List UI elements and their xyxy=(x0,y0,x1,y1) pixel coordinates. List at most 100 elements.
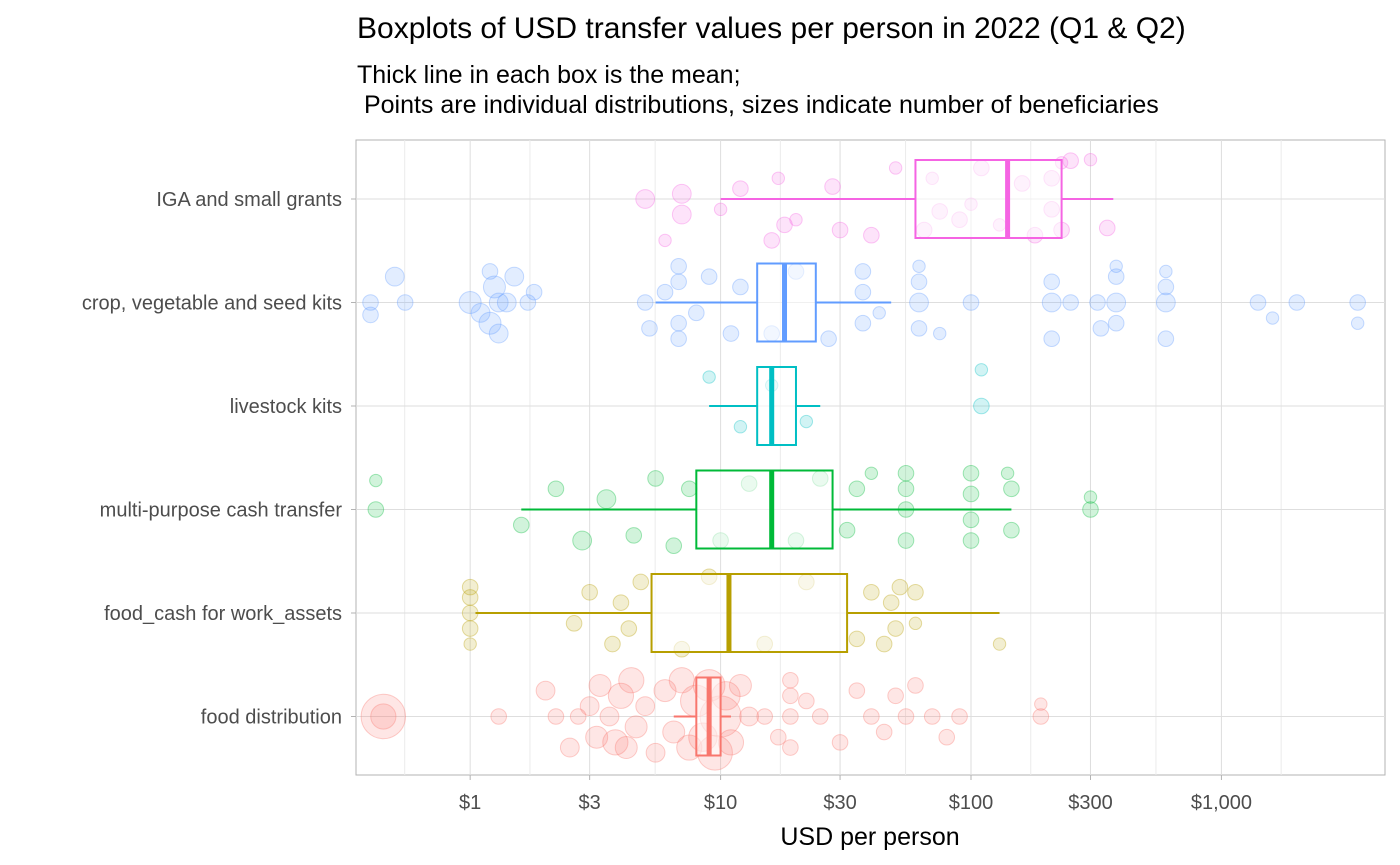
data-point xyxy=(908,616,923,631)
data-point xyxy=(722,325,740,342)
data-point xyxy=(1107,314,1125,332)
data-point xyxy=(700,268,718,285)
data-point xyxy=(875,635,893,653)
data-point xyxy=(1032,708,1050,725)
data-point xyxy=(728,673,752,697)
data-point xyxy=(681,480,698,498)
data-point xyxy=(604,635,621,653)
data-point xyxy=(384,266,405,287)
data-point xyxy=(782,671,799,689)
data-point xyxy=(1083,152,1098,167)
data-point xyxy=(973,397,990,415)
data-point xyxy=(535,680,556,701)
data-point xyxy=(671,183,692,204)
data-point xyxy=(854,283,872,301)
data-point xyxy=(875,723,893,741)
data-point xyxy=(882,594,900,611)
data-point xyxy=(1003,480,1020,498)
data-point xyxy=(547,480,565,498)
category-label: crop, vegetable and seed kits xyxy=(82,293,342,315)
data-point xyxy=(596,489,617,510)
data-point xyxy=(370,703,397,730)
data-point xyxy=(798,692,815,710)
data-point xyxy=(559,737,580,758)
data-point xyxy=(1043,330,1060,348)
data-point xyxy=(1106,292,1127,313)
category-label: multi-purpose cash transfer xyxy=(100,500,343,522)
data-point xyxy=(569,708,587,725)
x-tick-label: $3 xyxy=(579,792,601,814)
data-point xyxy=(670,330,687,348)
data-point xyxy=(635,189,656,209)
x-tick-label: $1,000 xyxy=(1191,792,1252,814)
x-tick-label: $10 xyxy=(704,792,737,814)
data-point xyxy=(461,589,479,606)
data-point xyxy=(872,306,886,320)
x-tick-label: $300 xyxy=(1068,792,1113,814)
data-point xyxy=(470,302,491,323)
data-point xyxy=(854,263,872,280)
box-iqr xyxy=(914,159,1063,239)
data-point xyxy=(662,720,686,744)
data-point xyxy=(897,532,915,549)
data-point xyxy=(897,708,915,725)
data-point xyxy=(620,620,638,637)
category-label: livestock kits xyxy=(230,396,342,418)
data-point xyxy=(854,314,872,332)
data-point xyxy=(1034,697,1048,711)
data-point xyxy=(769,728,787,746)
data-point xyxy=(838,521,856,539)
data-point xyxy=(481,263,499,280)
data-point xyxy=(602,729,629,756)
data-point xyxy=(763,232,781,249)
data-point xyxy=(656,283,674,301)
data-point xyxy=(647,470,664,487)
data-point xyxy=(632,573,650,591)
data-point xyxy=(668,667,695,694)
box-iqr xyxy=(756,366,797,446)
data-point xyxy=(909,292,929,313)
data-point xyxy=(658,233,672,248)
data-point xyxy=(962,464,980,482)
data-point xyxy=(733,420,748,434)
data-point xyxy=(732,278,749,296)
data-point xyxy=(547,708,565,725)
grid-layer xyxy=(355,139,1386,776)
data-point xyxy=(635,696,656,717)
data-point xyxy=(671,204,692,225)
data-point xyxy=(461,620,479,637)
data-point xyxy=(362,294,379,311)
data-point xyxy=(618,667,645,694)
data-point xyxy=(702,370,716,384)
data-point xyxy=(1062,294,1079,311)
data-point xyxy=(490,708,508,725)
chart-subtitle: Thick line in each box is the mean; Poin… xyxy=(357,61,1159,119)
data-point xyxy=(1155,292,1176,313)
data-point xyxy=(519,294,537,311)
chart-title: Boxplots of USD transfer values per pers… xyxy=(357,12,1186,45)
data-point xyxy=(461,578,479,596)
x-tick-label: $30 xyxy=(823,792,856,814)
data-point xyxy=(624,715,648,739)
data-point xyxy=(962,511,980,529)
data-point xyxy=(360,693,407,740)
data-point xyxy=(585,725,609,749)
data-point xyxy=(1157,278,1175,296)
data-point xyxy=(820,330,837,348)
data-point xyxy=(713,202,728,217)
data-point xyxy=(367,501,385,518)
data-point xyxy=(1089,294,1106,311)
data-point xyxy=(962,294,980,311)
data-point xyxy=(938,728,956,746)
data-point xyxy=(482,275,506,299)
data-point xyxy=(665,537,683,555)
data-point xyxy=(641,320,658,337)
box-iqr xyxy=(695,469,834,550)
data-point xyxy=(912,259,926,273)
data-point xyxy=(1349,294,1366,311)
data-point xyxy=(888,161,903,175)
data-point xyxy=(496,292,517,313)
data-point xyxy=(670,257,687,275)
data-point xyxy=(732,180,749,197)
